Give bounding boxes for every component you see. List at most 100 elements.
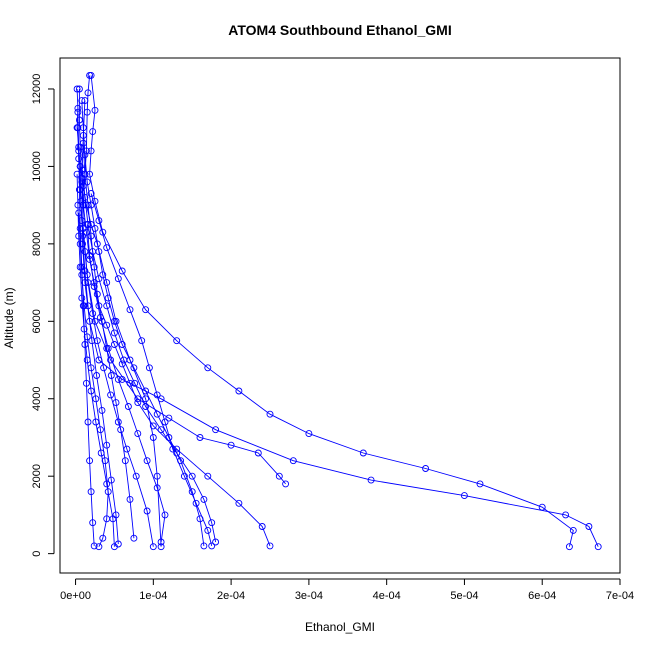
x-tick-label: 5e-04	[450, 590, 478, 602]
data-point	[227, 441, 235, 449]
data-point	[78, 263, 86, 271]
data-point	[114, 418, 122, 426]
data-point	[585, 523, 593, 530]
data-point	[126, 495, 134, 503]
data-point	[91, 317, 99, 325]
data-point	[422, 465, 430, 472]
data-point	[104, 488, 112, 496]
data-point	[91, 224, 99, 232]
x-tick-label: 1e-04	[139, 590, 167, 602]
data-point	[79, 166, 87, 174]
data-point	[84, 302, 92, 310]
data-point	[74, 108, 82, 116]
y-tick-label: 2000	[31, 464, 43, 488]
data-point	[93, 337, 101, 345]
data-point	[79, 302, 87, 310]
data-point	[173, 337, 181, 345]
data-point	[84, 89, 92, 97]
data-point	[153, 410, 161, 418]
data-point	[75, 116, 83, 124]
data-point	[101, 457, 109, 465]
data-point	[305, 430, 313, 438]
data-point	[81, 170, 89, 178]
data-point	[196, 434, 204, 441]
data-point	[81, 248, 89, 256]
data-point	[86, 457, 94, 465]
data-point	[84, 418, 92, 426]
data-point	[81, 193, 89, 201]
data-point	[95, 217, 103, 225]
data-point	[235, 499, 243, 507]
data-point	[103, 441, 111, 449]
data-point	[79, 124, 87, 132]
data-point	[76, 224, 84, 232]
data-point	[87, 488, 95, 496]
data-point	[75, 186, 83, 194]
data-point	[87, 387, 95, 395]
series-15	[79, 166, 220, 546]
y-tick-label: 6000	[31, 309, 43, 333]
chart-title: ATOM4 Southbound Ethanol_GMI	[228, 22, 451, 38]
data-point	[87, 190, 95, 197]
data-point	[126, 379, 134, 387]
y-tick-label: 8000	[31, 232, 43, 256]
data-point	[89, 248, 97, 256]
data-point	[143, 507, 151, 515]
data-point	[96, 426, 104, 434]
data-point	[367, 476, 375, 484]
data-point	[569, 526, 577, 534]
x-tick-label: 4e-04	[373, 590, 401, 602]
y-axis: 0 2000 4000 6000 8000 10000 12000	[31, 74, 55, 557]
data-point	[359, 449, 367, 457]
series-line	[81, 100, 205, 546]
data-point	[562, 511, 570, 519]
data-point	[266, 542, 274, 550]
y-tick-label: 4000	[31, 387, 43, 411]
data-point	[134, 430, 142, 438]
x-tick-label: 2e-04	[217, 590, 245, 602]
series-line	[82, 75, 599, 547]
data-point	[112, 511, 120, 519]
plot-frame	[59, 57, 621, 574]
data-point	[83, 178, 91, 186]
data-point	[254, 449, 262, 457]
data-point	[78, 294, 86, 302]
data-point	[114, 375, 122, 383]
data-point	[99, 271, 107, 279]
data-point	[87, 71, 95, 79]
data-point	[93, 290, 101, 298]
y-axis-label: Altitude (m)	[2, 287, 16, 348]
data-point	[84, 221, 92, 228]
data-point	[87, 364, 95, 372]
data-point	[460, 492, 468, 500]
data-point	[192, 499, 200, 507]
data-point	[96, 313, 104, 321]
data-point	[90, 542, 98, 550]
series-6	[78, 97, 208, 550]
data-point	[157, 426, 165, 434]
x-axis-label: Ethanol_GMI	[305, 620, 375, 634]
data-point	[89, 310, 97, 318]
data-point	[99, 534, 107, 542]
data-point	[161, 418, 169, 426]
data-point	[153, 484, 161, 492]
data-point	[107, 372, 115, 379]
x-axis: 0e+00 1e-04 2e-04 3e-04 4e-04 5e-04 6e-04 7e-04	[60, 578, 634, 602]
data-point	[282, 480, 290, 488]
data-point	[82, 379, 90, 387]
data-point	[142, 395, 150, 403]
data-point	[88, 337, 96, 345]
data-point	[538, 503, 546, 511]
y-tick-label: 12000	[31, 74, 43, 105]
data-point	[103, 321, 111, 329]
data-point	[275, 472, 283, 480]
data-point	[208, 542, 216, 550]
data-point	[103, 279, 111, 287]
data-point	[77, 197, 85, 205]
data-point	[76, 162, 84, 170]
x-tick-label: 7e-04	[606, 590, 634, 602]
data-point	[204, 472, 212, 480]
data-point	[200, 542, 208, 550]
data-point	[266, 410, 274, 418]
